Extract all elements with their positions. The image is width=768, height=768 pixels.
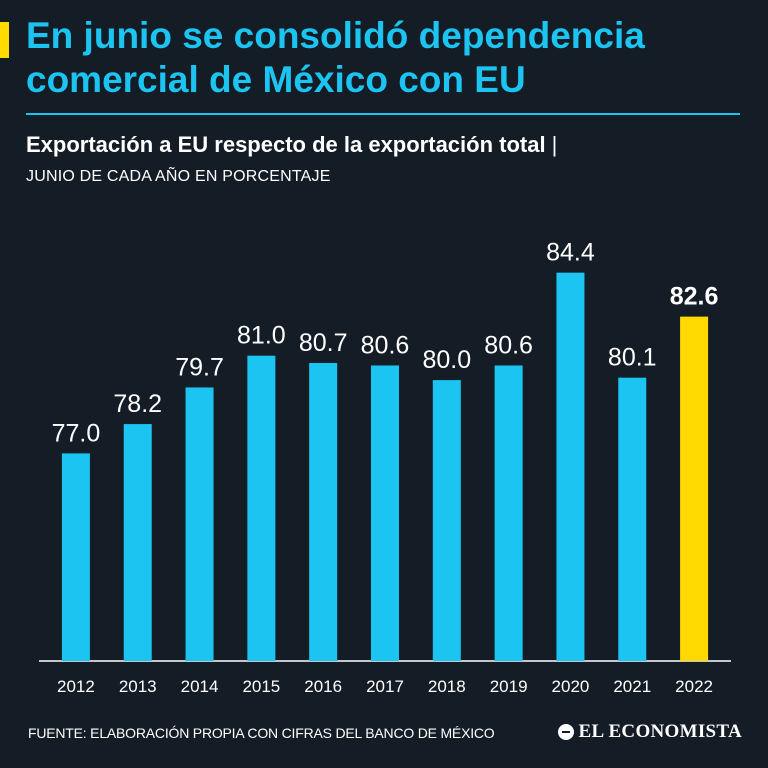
value-label-2022: 82.6 bbox=[670, 283, 719, 311]
logo-text: EL ECONOMISTA bbox=[578, 721, 742, 742]
bar-2017 bbox=[371, 365, 399, 661]
publisher-logo: EL ECONOMISTA bbox=[557, 721, 743, 743]
bar-2021 bbox=[618, 377, 647, 661]
x-tick-label-2015: 2015 bbox=[242, 677, 280, 696]
x-tick-label-2022: 2022 bbox=[675, 677, 713, 696]
bar-2022 bbox=[680, 316, 709, 661]
page-title: En junio se consolidó dependencia comerc… bbox=[26, 15, 645, 100]
x-tick-label-2019: 2019 bbox=[490, 677, 528, 696]
value-labels-group: 77.0 78.2 79.7 81.0 80.7 80.6 80.0 80.6 84.4 80.1… bbox=[52, 239, 719, 448]
value-label-2013: 78.2 bbox=[113, 390, 162, 418]
bar-2013 bbox=[123, 424, 152, 661]
value-label-2014: 79.7 bbox=[175, 353, 224, 381]
x-tick-label-2021: 2021 bbox=[613, 677, 651, 696]
value-label-2018: 80.0 bbox=[422, 346, 471, 374]
x-tick-label-2014: 2014 bbox=[181, 677, 219, 696]
bar-2012 bbox=[61, 453, 90, 661]
value-label-2017: 80.6 bbox=[361, 331, 410, 359]
value-label-2016: 80.7 bbox=[299, 329, 348, 357]
source-note: FUENTE: ELABORACIÓN PROPIA CON CIFRAS DE… bbox=[28, 725, 495, 741]
unit-note: JUNIO DE CADA AÑO EN PORCENTAJE bbox=[26, 168, 331, 185]
x-tick-label-2016: 2016 bbox=[304, 677, 342, 696]
x-tick-label-2020: 2020 bbox=[552, 677, 590, 696]
x-tick-labels-group: 2012 2013 2014 2015 2016 2017 2018 2019 2020 2021… bbox=[57, 677, 713, 696]
bar-2015 bbox=[247, 355, 276, 661]
bar-2019 bbox=[494, 365, 523, 661]
bars-group bbox=[61, 272, 709, 661]
bar-2020 bbox=[556, 272, 585, 661]
bar-2018 bbox=[432, 380, 461, 661]
bar-2016 bbox=[309, 363, 338, 661]
value-label-2021: 80.1 bbox=[608, 344, 657, 372]
logo-icon bbox=[557, 724, 574, 740]
value-label-2020: 84.4 bbox=[546, 239, 595, 267]
value-label-2015: 81.0 bbox=[237, 322, 286, 350]
chart-subtitle: Exportación a EU respecto de la exportac… bbox=[26, 132, 557, 158]
value-label-2012: 77.0 bbox=[52, 419, 101, 447]
x-tick-label-2017: 2017 bbox=[366, 677, 404, 696]
value-label-2019: 80.6 bbox=[484, 331, 533, 359]
x-tick-label-2012: 2012 bbox=[57, 677, 95, 696]
chart-subtitle-text: Exportación a EU respecto de la exportac… bbox=[26, 132, 546, 157]
title-divider bbox=[26, 113, 740, 115]
title-accent-bar bbox=[0, 22, 9, 58]
x-tick-label-2018: 2018 bbox=[428, 677, 466, 696]
bar-2014 bbox=[185, 387, 214, 661]
subtitle-separator: | bbox=[551, 132, 558, 157]
x-tick-label-2013: 2013 bbox=[119, 677, 157, 696]
